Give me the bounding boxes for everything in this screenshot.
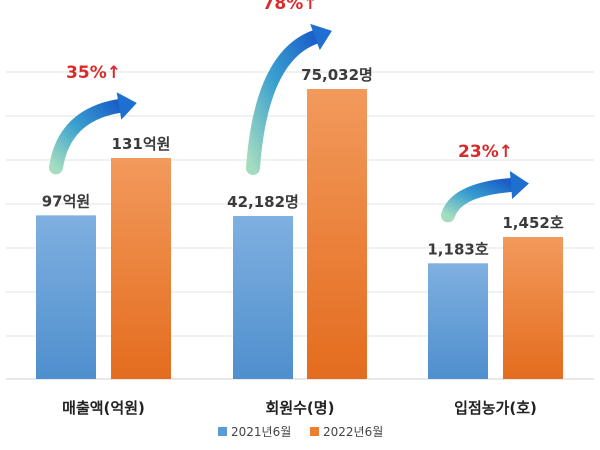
growth-arrow-head [116, 92, 137, 120]
growth-annotation: 78%↑ [263, 0, 318, 14]
data-label: 1,183호 [427, 240, 488, 258]
legend-label: 2021년6월 [231, 425, 291, 439]
growth-annotation: 35%↑ [66, 63, 121, 83]
bar-series1-1 [36, 215, 96, 379]
bar-series2-2 [307, 89, 367, 379]
growth-arrows [49, 23, 529, 223]
bar-series1-2 [233, 215, 293, 379]
bar-series2-3 [503, 237, 563, 379]
legend-swatch [218, 427, 227, 436]
category-label: 회원수(명) [266, 399, 335, 417]
growth-arrow-shaft [246, 30, 322, 175]
growth-arrow-head [509, 171, 529, 199]
data-label: 42,182명 [227, 193, 299, 211]
bar-series2-1 [111, 158, 171, 379]
data-label: 97억원 [42, 192, 90, 210]
category-label: 입점농가(호) [454, 399, 537, 417]
data-label: 75,032명 [301, 66, 373, 84]
legend-swatch [310, 427, 319, 436]
bars [36, 89, 563, 379]
data-label: 1,452호 [502, 214, 563, 232]
growth-annotation: 23%↑ [458, 142, 513, 162]
category-label: 매출액(억원) [62, 399, 145, 417]
legend: 2021년6월 2022년6월 [218, 425, 383, 439]
legend-label: 2022년6월 [323, 425, 383, 439]
bar-series1-3 [428, 263, 488, 379]
growth-arrow-head [310, 23, 332, 51]
growth-arrow-shaft [441, 178, 518, 223]
data-label: 131억원 [112, 135, 171, 153]
growth-arrow-shaft [49, 99, 126, 175]
